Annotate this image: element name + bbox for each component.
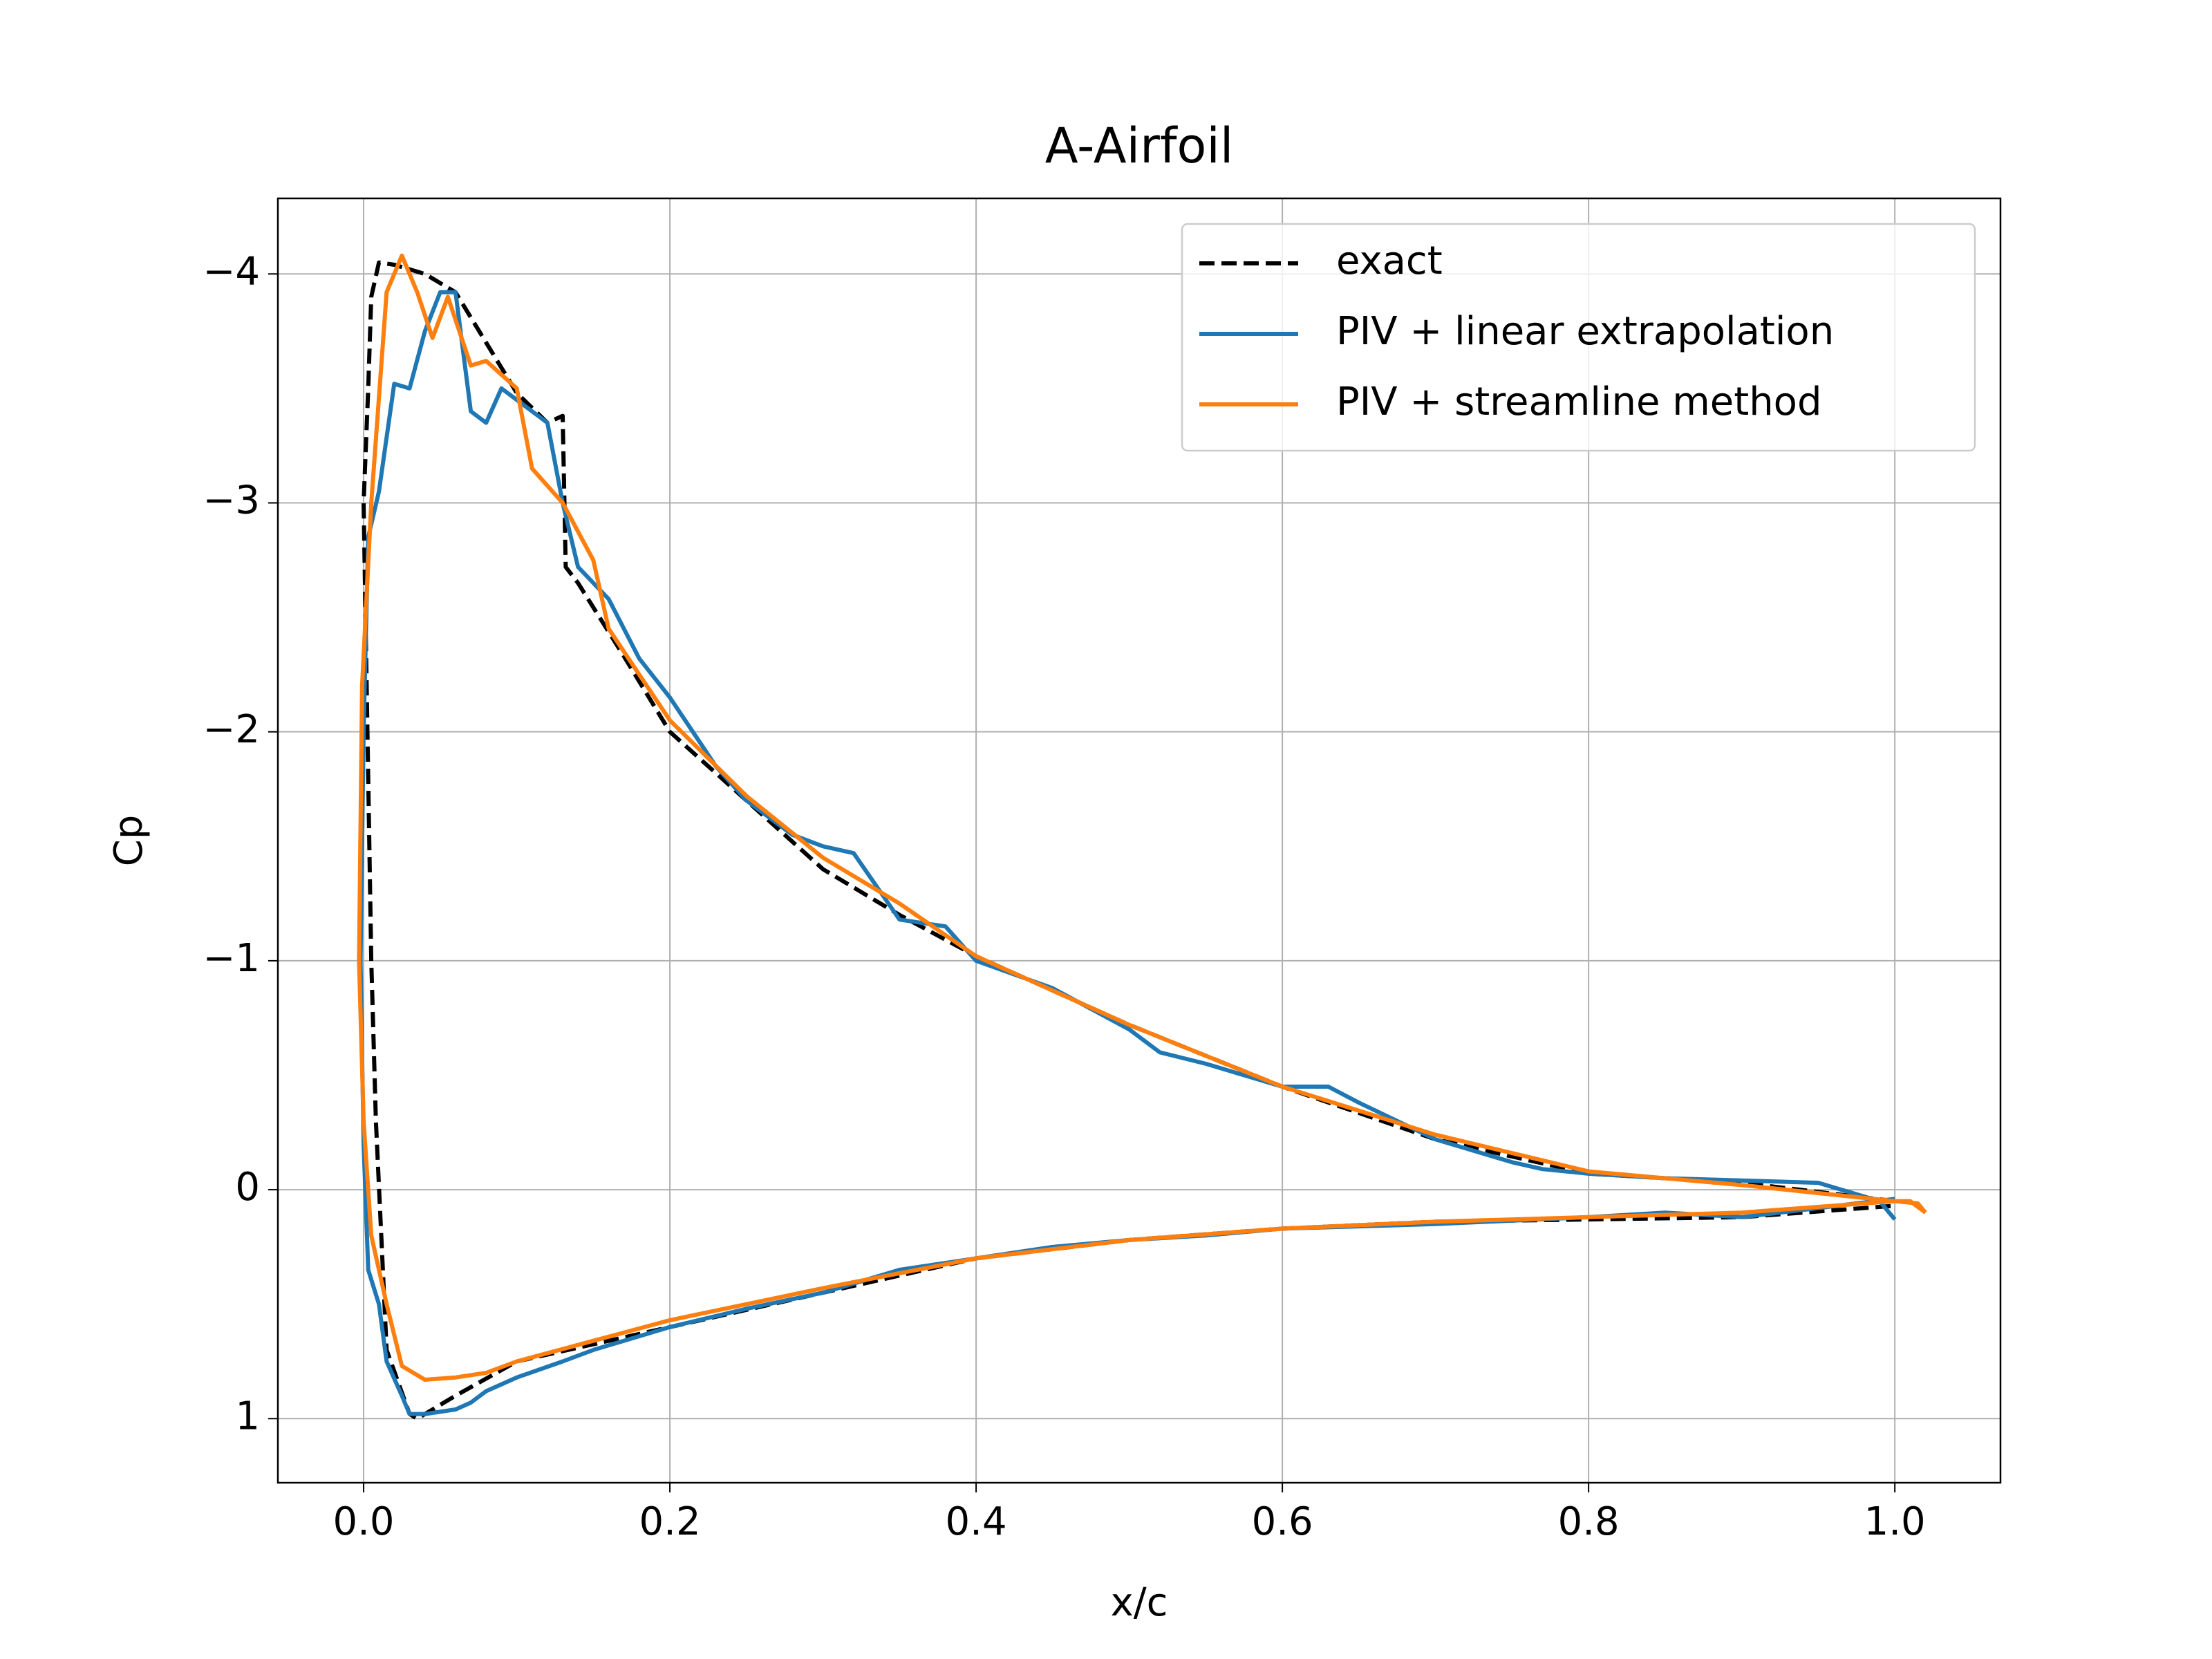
chart-title: A-Airfoil	[1045, 118, 1234, 174]
x-tick-label: 0.0	[333, 1499, 395, 1544]
x-tick-label: 0.4	[946, 1499, 1007, 1544]
x-tick-label: 0.6	[1252, 1499, 1313, 1544]
legend-label: exact	[1336, 238, 1443, 283]
y-tick-label: 0	[235, 1165, 260, 1210]
y-tick-label: −2	[203, 707, 260, 752]
legend: exact PIV + linear extrapolation PIV + str…	[1181, 223, 1976, 452]
x-tick-label: 0.2	[639, 1499, 701, 1544]
y-tick-label: −4	[203, 249, 260, 294]
y-tick-label: 1	[235, 1394, 260, 1438]
legend-box	[1181, 223, 1976, 452]
y-axis-label: Cp	[106, 815, 151, 867]
series-line	[357, 253, 1927, 1382]
legend-label: PIV + streamline method	[1336, 379, 1822, 424]
y-tick-label: −3	[203, 478, 260, 523]
plot-frame	[276, 197, 2002, 1484]
series-line	[362, 260, 1895, 1421]
x-tick-label: 0.8	[1558, 1499, 1620, 1544]
y-tick-label: −1	[203, 936, 260, 981]
x-axis-label: x/c	[1111, 1580, 1168, 1625]
x-tick-label: 1.0	[1864, 1499, 1926, 1544]
legend-label: PIV + linear extrapolation	[1336, 309, 1834, 354]
